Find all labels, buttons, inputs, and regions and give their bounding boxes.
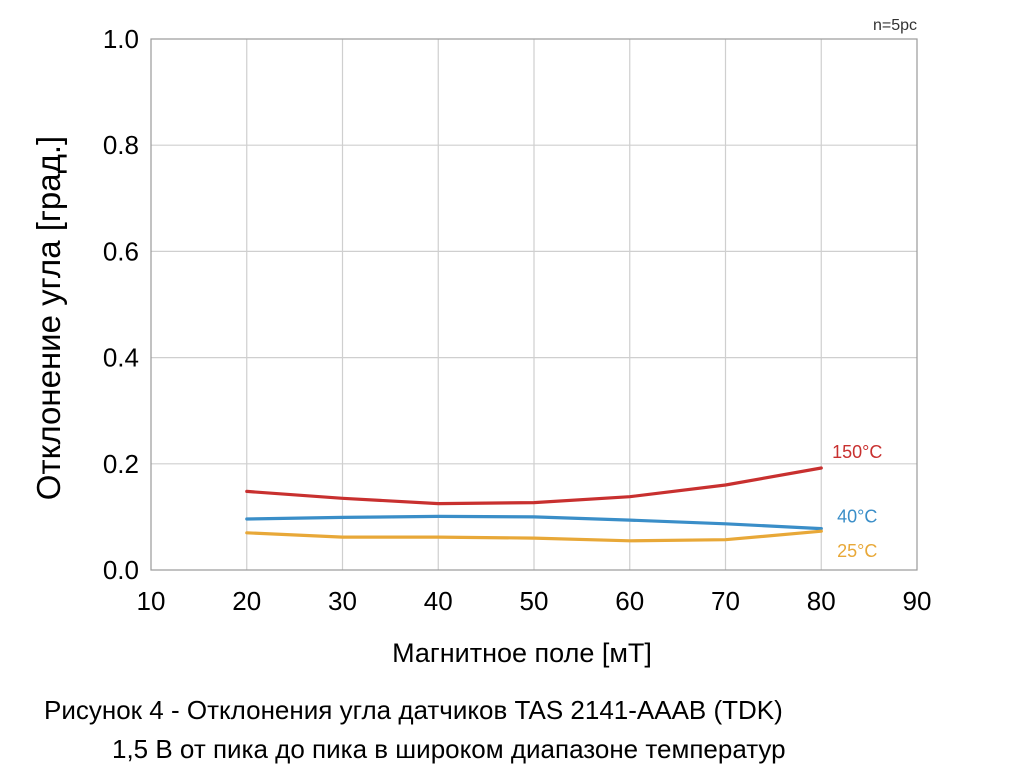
- series-label: 150°C: [832, 442, 882, 462]
- x-tick-label: 10: [137, 586, 166, 616]
- x-axis-title: Магнитное поле [мТ]: [392, 638, 652, 668]
- sample-note: n=5pc: [873, 17, 917, 34]
- series-line: [245, 529, 823, 543]
- x-tick-label: 50: [520, 586, 549, 616]
- series-labels: 150°C 40°C 25°C: [832, 442, 882, 561]
- y-tick-label: 1.0: [103, 24, 139, 54]
- series-label: 25°C: [837, 541, 877, 561]
- y-tick-label: 0.0: [103, 555, 139, 585]
- y-axis-title: Отклонение угла [град.]: [30, 136, 67, 500]
- x-tick-label: 80: [807, 586, 836, 616]
- x-tick-label: 30: [328, 586, 357, 616]
- figure-caption-line-1: Рисунок 4 - Отклонения угла датчиков TAS…: [44, 695, 783, 725]
- series-label: 40°C: [837, 507, 877, 527]
- x-tick-label: 40: [424, 586, 453, 616]
- tick-labels: 10 20 30 40 50 60 70 80 90 0.0 0.2 0.4 0.6 0.8 1.0: [103, 24, 932, 616]
- x-tick-label: 90: [903, 586, 932, 616]
- y-tick-label: 0.8: [103, 130, 139, 160]
- series-line: [245, 466, 823, 506]
- plot-frame: [150, 38, 918, 571]
- y-tick-label: 0.2: [103, 449, 139, 479]
- y-tick-label: 0.4: [103, 343, 139, 373]
- figure-caption-line-2: 1,5 В от пика до пика в широком диапазон…: [112, 734, 786, 764]
- x-tick-label: 20: [232, 586, 261, 616]
- y-tick-label: 0.6: [103, 236, 139, 266]
- series-layer: [245, 466, 823, 543]
- grid: [151, 39, 917, 570]
- chart: 10 20 30 40 50 60 70 80 90 0.0 0.2 0.4 0.6 0.8 1.0 150…: [30, 17, 932, 668]
- x-tick-label: 60: [615, 586, 644, 616]
- series-line: [245, 514, 823, 531]
- x-tick-label: 70: [711, 586, 740, 616]
